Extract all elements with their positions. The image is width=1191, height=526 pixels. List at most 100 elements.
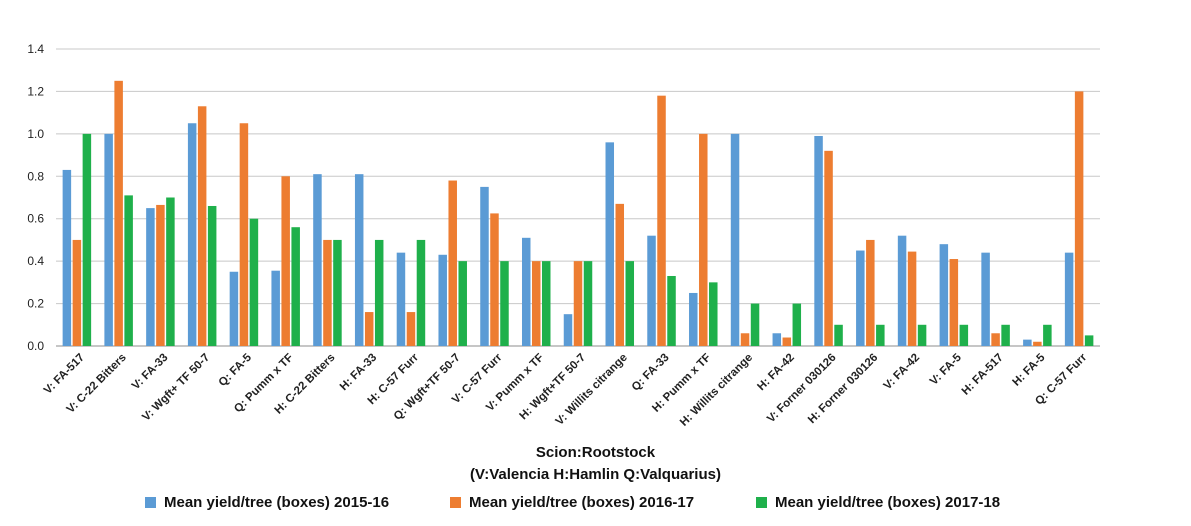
bar-2-22 xyxy=(949,259,959,346)
bar-3-25 xyxy=(1084,335,1094,346)
bar-1-1 xyxy=(62,169,72,346)
bar-1-23 xyxy=(981,252,990,346)
bar-3-10 xyxy=(458,261,467,346)
bar-3-24 xyxy=(1043,324,1052,346)
bar-2-7 xyxy=(323,239,332,346)
bar-1-2 xyxy=(104,133,113,346)
bar-3-4 xyxy=(207,205,217,346)
bar-2-19 xyxy=(824,150,833,346)
bar-2-15 xyxy=(657,95,666,347)
bar-3-5 xyxy=(249,218,259,346)
bar-3-8 xyxy=(374,239,384,346)
bar-2-21 xyxy=(907,251,917,346)
bar-3-14 xyxy=(625,261,635,346)
bar-1-22 xyxy=(939,244,949,346)
bar-2-9 xyxy=(406,312,416,346)
bar-3-9 xyxy=(416,239,426,346)
bar-3-12 xyxy=(541,261,551,346)
bar-1-13 xyxy=(563,314,573,346)
bar-1-11 xyxy=(480,186,489,346)
x-tick-label: V: FA-517 xyxy=(42,352,87,397)
y-tick-label: 1.4 xyxy=(27,42,44,56)
bar-1-15 xyxy=(647,235,656,346)
bar-2-12 xyxy=(531,261,541,346)
bar-3-22 xyxy=(959,324,969,346)
bar-3-11 xyxy=(500,261,509,346)
x-tick-label: Q: FA-5 xyxy=(217,351,255,389)
x-tick-label: V: FA-33 xyxy=(130,352,171,393)
bar-2-8 xyxy=(364,312,374,346)
bar-1-8 xyxy=(354,174,364,346)
bar-3-6 xyxy=(291,227,300,346)
legend-swatch-2016-17 xyxy=(450,497,461,508)
bar-1-12 xyxy=(521,237,531,346)
legend-swatch-2017-18 xyxy=(756,497,767,508)
bar-2-10 xyxy=(448,180,457,346)
bar-1-18 xyxy=(772,333,782,346)
y-tick-label: 0.4 xyxy=(27,254,44,268)
legend: Mean yield/tree (boxes) 2015-16 Mean yie… xyxy=(0,494,1191,518)
bar-2-17 xyxy=(740,333,750,346)
bar-3-23 xyxy=(1001,324,1010,346)
x-tick-label: H: FA-42 xyxy=(755,352,796,393)
x-axis-subtitle: (V:Valencia H:Hamlin Q:Valquarius) xyxy=(470,466,721,483)
x-tick-label: H: FA-5 xyxy=(1011,351,1048,388)
x-tick-label: Q: FA-33 xyxy=(630,352,672,394)
x-tick-label: H: FA-33 xyxy=(338,352,379,393)
bar-2-1 xyxy=(72,239,82,346)
bar-2-24 xyxy=(1033,341,1042,346)
bar-3-3 xyxy=(166,197,175,346)
bar-1-14 xyxy=(605,142,615,346)
bar-3-1 xyxy=(82,133,92,346)
bar-2-3 xyxy=(156,204,165,346)
bar-2-23 xyxy=(991,333,1000,346)
bar-2-14 xyxy=(615,203,625,346)
bar-1-9 xyxy=(396,252,406,346)
bar-1-20 xyxy=(856,250,865,346)
bar-1-19 xyxy=(814,135,823,346)
x-tick-label: H: Forner 030126 xyxy=(806,352,880,426)
y-tick-label: 1.2 xyxy=(27,84,44,98)
legend-swatch-2015-16 xyxy=(145,497,156,508)
bar-3-2 xyxy=(124,195,133,346)
bar-3-18 xyxy=(792,303,802,346)
x-tick-label: V: FA-42 xyxy=(882,352,923,393)
bar-1-16 xyxy=(689,292,698,346)
bar-2-16 xyxy=(699,133,708,346)
bar-1-24 xyxy=(1023,339,1032,346)
bar-3-15 xyxy=(667,275,676,346)
bar-3-13 xyxy=(583,261,593,346)
y-tick-label: 0.8 xyxy=(27,169,44,183)
x-tick-label: V: Willits citrange xyxy=(554,352,630,428)
bar-1-3 xyxy=(146,208,155,346)
y-tick-label: 1.0 xyxy=(27,127,44,141)
x-tick-label: H: FA-517 xyxy=(960,352,1006,398)
legend-item-2017-18: Mean yield/tree (boxes) 2017-18 xyxy=(756,494,1000,511)
bar-1-21 xyxy=(897,235,907,346)
bar-2-25 xyxy=(1074,91,1084,346)
bar-1-4 xyxy=(187,123,197,346)
x-tick-label: H: Willits citrange xyxy=(678,352,755,429)
bar-1-10 xyxy=(438,254,447,346)
bar-3-17 xyxy=(750,303,760,346)
bar-3-20 xyxy=(876,324,885,346)
bar-2-6 xyxy=(281,176,290,346)
legend-item-2015-16: Mean yield/tree (boxes) 2015-16 xyxy=(145,494,389,511)
bar-3-21 xyxy=(917,324,927,346)
bar-3-16 xyxy=(709,282,718,346)
bars xyxy=(62,80,1094,347)
y-tick-label: 0.0 xyxy=(27,339,44,353)
legend-item-2016-17: Mean yield/tree (boxes) 2016-17 xyxy=(450,494,694,511)
bar-2-4 xyxy=(197,106,207,347)
bar-1-5 xyxy=(229,271,239,346)
bar-1-7 xyxy=(313,174,322,346)
bar-2-5 xyxy=(239,123,249,346)
x-tick-label: V: FA-5 xyxy=(928,351,964,387)
y-axis-ticks: 0.0 0.2 0.4 0.6 0.8 1.0 1.2 1.4 xyxy=(27,42,44,353)
y-tick-label: 0.2 xyxy=(27,297,44,311)
x-axis-title: Scion:Rootstock xyxy=(535,444,656,461)
bar-2-2 xyxy=(114,80,123,347)
bar-3-19 xyxy=(834,324,843,346)
